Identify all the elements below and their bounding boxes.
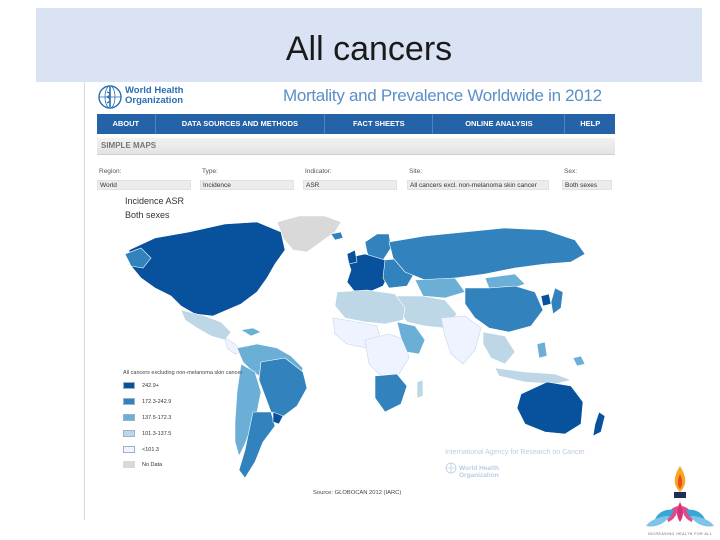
region-south-asia bbox=[440, 315, 482, 365]
region-central-africa bbox=[364, 333, 410, 377]
region-north-africa bbox=[334, 289, 406, 325]
site-title: Mortality and Prevalence Worldwide in 20… bbox=[283, 86, 602, 105]
brand-tagline: INCREASING HEALTH FOR ALL bbox=[648, 532, 713, 536]
type-select[interactable]: Incidence bbox=[200, 180, 294, 190]
who-watermark-icon bbox=[445, 462, 457, 474]
map-subtitle: Both sexes bbox=[125, 210, 170, 220]
nav-help[interactable]: HELP bbox=[580, 119, 601, 128]
region-mexico bbox=[180, 309, 232, 341]
region-uruguay bbox=[272, 411, 284, 425]
region-japan bbox=[550, 287, 564, 315]
legend-item: 137.5-172.3 bbox=[123, 413, 171, 422]
who-name: World Health Organization bbox=[125, 86, 183, 106]
nav-bar: ABOUT DATA SOURCES AND METHODS FACT SHEE… bbox=[97, 114, 615, 134]
region-western-europe bbox=[346, 253, 390, 293]
region-caribbean bbox=[240, 327, 262, 337]
nav-online-analysis[interactable]: ONLINE ANALYSIS bbox=[433, 114, 566, 134]
who-watermark-text: World Health Organization bbox=[459, 465, 499, 479]
legend-label: No Data bbox=[142, 461, 163, 468]
legend-swatch bbox=[123, 446, 135, 453]
slide-title-bar: All cancers bbox=[36, 8, 702, 82]
who-header[interactable]: World Health Organization bbox=[97, 84, 217, 114]
indicator-select[interactable]: ASR bbox=[303, 180, 397, 190]
region-china bbox=[464, 285, 544, 333]
legend-swatch bbox=[123, 461, 135, 468]
region-kazakhstan bbox=[414, 277, 466, 299]
site-select[interactable]: All cancers excl. non-melanoma skin canc… bbox=[407, 180, 549, 190]
region-new-zealand bbox=[592, 411, 606, 437]
legend-item: 101.3-137.5 bbox=[123, 429, 171, 438]
who-watermark-line1: World Health bbox=[459, 465, 499, 472]
world-choropleth-map[interactable] bbox=[85, 82, 629, 520]
region-pacific-islands bbox=[572, 355, 586, 367]
legend-item: 172.3-242.9 bbox=[123, 397, 171, 406]
region-australia bbox=[516, 381, 584, 435]
legend-label: <101.3 bbox=[142, 446, 159, 453]
legend-label: 172.3-242.9 bbox=[142, 398, 172, 405]
region-brazil bbox=[258, 357, 308, 419]
legend-item: No Data bbox=[123, 460, 162, 469]
legend-swatch bbox=[123, 398, 135, 405]
source-note: Source: GLOBOCAN 2012 (IARC) bbox=[313, 490, 402, 496]
legend-label: 137.5-172.3 bbox=[142, 414, 172, 421]
legend-title: All cancers excluding non-melanoma skin … bbox=[123, 370, 243, 376]
region-select[interactable]: World bbox=[97, 180, 191, 190]
region-indonesia bbox=[494, 367, 573, 385]
region-north-america bbox=[128, 221, 286, 317]
who-emblem-icon bbox=[98, 85, 122, 109]
lotus-flame-logo-icon bbox=[646, 466, 714, 527]
nav-data-sources[interactable]: DATA SOURCES AND METHODS bbox=[156, 114, 326, 134]
legend-label: 101.3-137.5 bbox=[142, 430, 172, 437]
legend-swatch bbox=[123, 382, 135, 389]
who-watermark-line2: Organization bbox=[459, 472, 499, 479]
section-bar: SIMPLE MAPS bbox=[97, 138, 615, 155]
legend-swatch bbox=[123, 414, 135, 421]
iarc-watermark: International Agency for Research on Can… bbox=[445, 449, 585, 456]
region-southern-africa bbox=[374, 373, 408, 413]
who-name-line2: Organization bbox=[125, 95, 184, 106]
legend-item: 242.9+ bbox=[123, 381, 159, 390]
region-philippines bbox=[536, 341, 548, 359]
region-east-africa bbox=[396, 321, 426, 355]
region-scandinavia bbox=[364, 233, 392, 263]
region-russia bbox=[388, 227, 586, 281]
sex-label: Sex: bbox=[564, 168, 578, 175]
region-iceland bbox=[330, 231, 344, 241]
type-label: Type: bbox=[202, 168, 218, 175]
who-name-line1: World Health bbox=[125, 85, 184, 96]
map-title: Incidence ASR bbox=[125, 196, 185, 206]
region-greenland bbox=[276, 215, 342, 253]
nav-fact-sheets[interactable]: FACT SHEETS bbox=[325, 114, 434, 134]
legend-item: <101.3 bbox=[123, 445, 159, 454]
nav-about[interactable]: ABOUT bbox=[97, 114, 156, 134]
region-korea bbox=[540, 293, 552, 307]
embedded-screenshot: World Health Organization Mortality and … bbox=[84, 82, 629, 520]
region-label: Region: bbox=[99, 168, 122, 175]
site-label: Site: bbox=[409, 168, 423, 175]
region-central-america bbox=[224, 337, 242, 355]
region-argentina bbox=[238, 411, 276, 479]
region-southeast-asia bbox=[482, 331, 516, 365]
region-alaska-edge bbox=[124, 247, 152, 269]
region-uk bbox=[346, 249, 358, 265]
sex-select[interactable]: Both sexes bbox=[562, 180, 612, 190]
legend-swatch bbox=[123, 430, 135, 437]
section-label: SIMPLE MAPS bbox=[101, 141, 157, 150]
region-madagascar bbox=[416, 379, 424, 399]
region-south-america-west bbox=[234, 363, 262, 457]
indicator-label: Indicator: bbox=[305, 168, 332, 175]
slide-title: All cancers bbox=[285, 30, 453, 68]
legend-label: 242.9+ bbox=[142, 382, 159, 389]
